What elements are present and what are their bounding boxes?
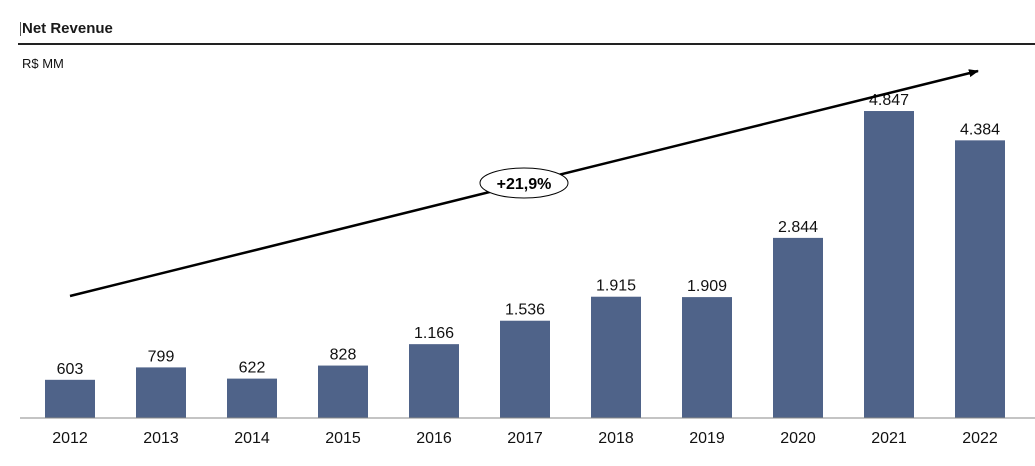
title-divider — [18, 43, 1035, 45]
bar-2015 — [318, 365, 368, 418]
value-label-2016: 1.166 — [414, 325, 454, 342]
x-tick-label-2015: 2015 — [325, 430, 361, 447]
title-accent — [20, 22, 21, 36]
bar-2020 — [773, 237, 823, 418]
value-label-2018: 1.915 — [596, 278, 636, 295]
x-tick-label-2022: 2022 — [962, 430, 998, 447]
bar-2021 — [864, 111, 914, 419]
x-tick-label-2014: 2014 — [234, 430, 270, 447]
bar-2017 — [500, 320, 550, 418]
value-label-2020: 2.844 — [778, 219, 818, 236]
x-tick-label-2017: 2017 — [507, 430, 543, 447]
value-label-2017: 1.536 — [505, 302, 545, 319]
bar-2016 — [409, 344, 459, 418]
bar-2014 — [227, 378, 277, 418]
x-tick-label-2012: 2012 — [52, 430, 88, 447]
bar-2018 — [591, 296, 641, 418]
value-label-2013: 799 — [148, 348, 175, 365]
bar-2012 — [45, 379, 95, 418]
x-tick-label-2020: 2020 — [780, 430, 816, 447]
bar-2019 — [682, 297, 732, 418]
value-label-2015: 828 — [330, 347, 357, 364]
unit-label: R$ MM — [22, 56, 64, 71]
value-label-2021: 4.847 — [869, 92, 909, 109]
bar-2013 — [136, 367, 186, 418]
cagr-badge — [479, 167, 569, 199]
cagr-label: +21,9% — [497, 176, 552, 193]
x-tick-label-2021: 2021 — [871, 430, 907, 447]
chart-title: Net Revenue — [22, 20, 113, 37]
x-tick-label-2013: 2013 — [143, 430, 179, 447]
x-tick-label-2019: 2019 — [689, 430, 725, 447]
x-tick-label-2016: 2016 — [416, 430, 452, 447]
value-label-2014: 622 — [239, 360, 266, 377]
value-label-2019: 1.909 — [687, 278, 727, 295]
value-label-2012: 603 — [57, 361, 84, 378]
value-label-2022: 4.384 — [960, 121, 1000, 138]
x-tick-label-2018: 2018 — [598, 430, 634, 447]
bar-2022 — [955, 140, 1005, 418]
